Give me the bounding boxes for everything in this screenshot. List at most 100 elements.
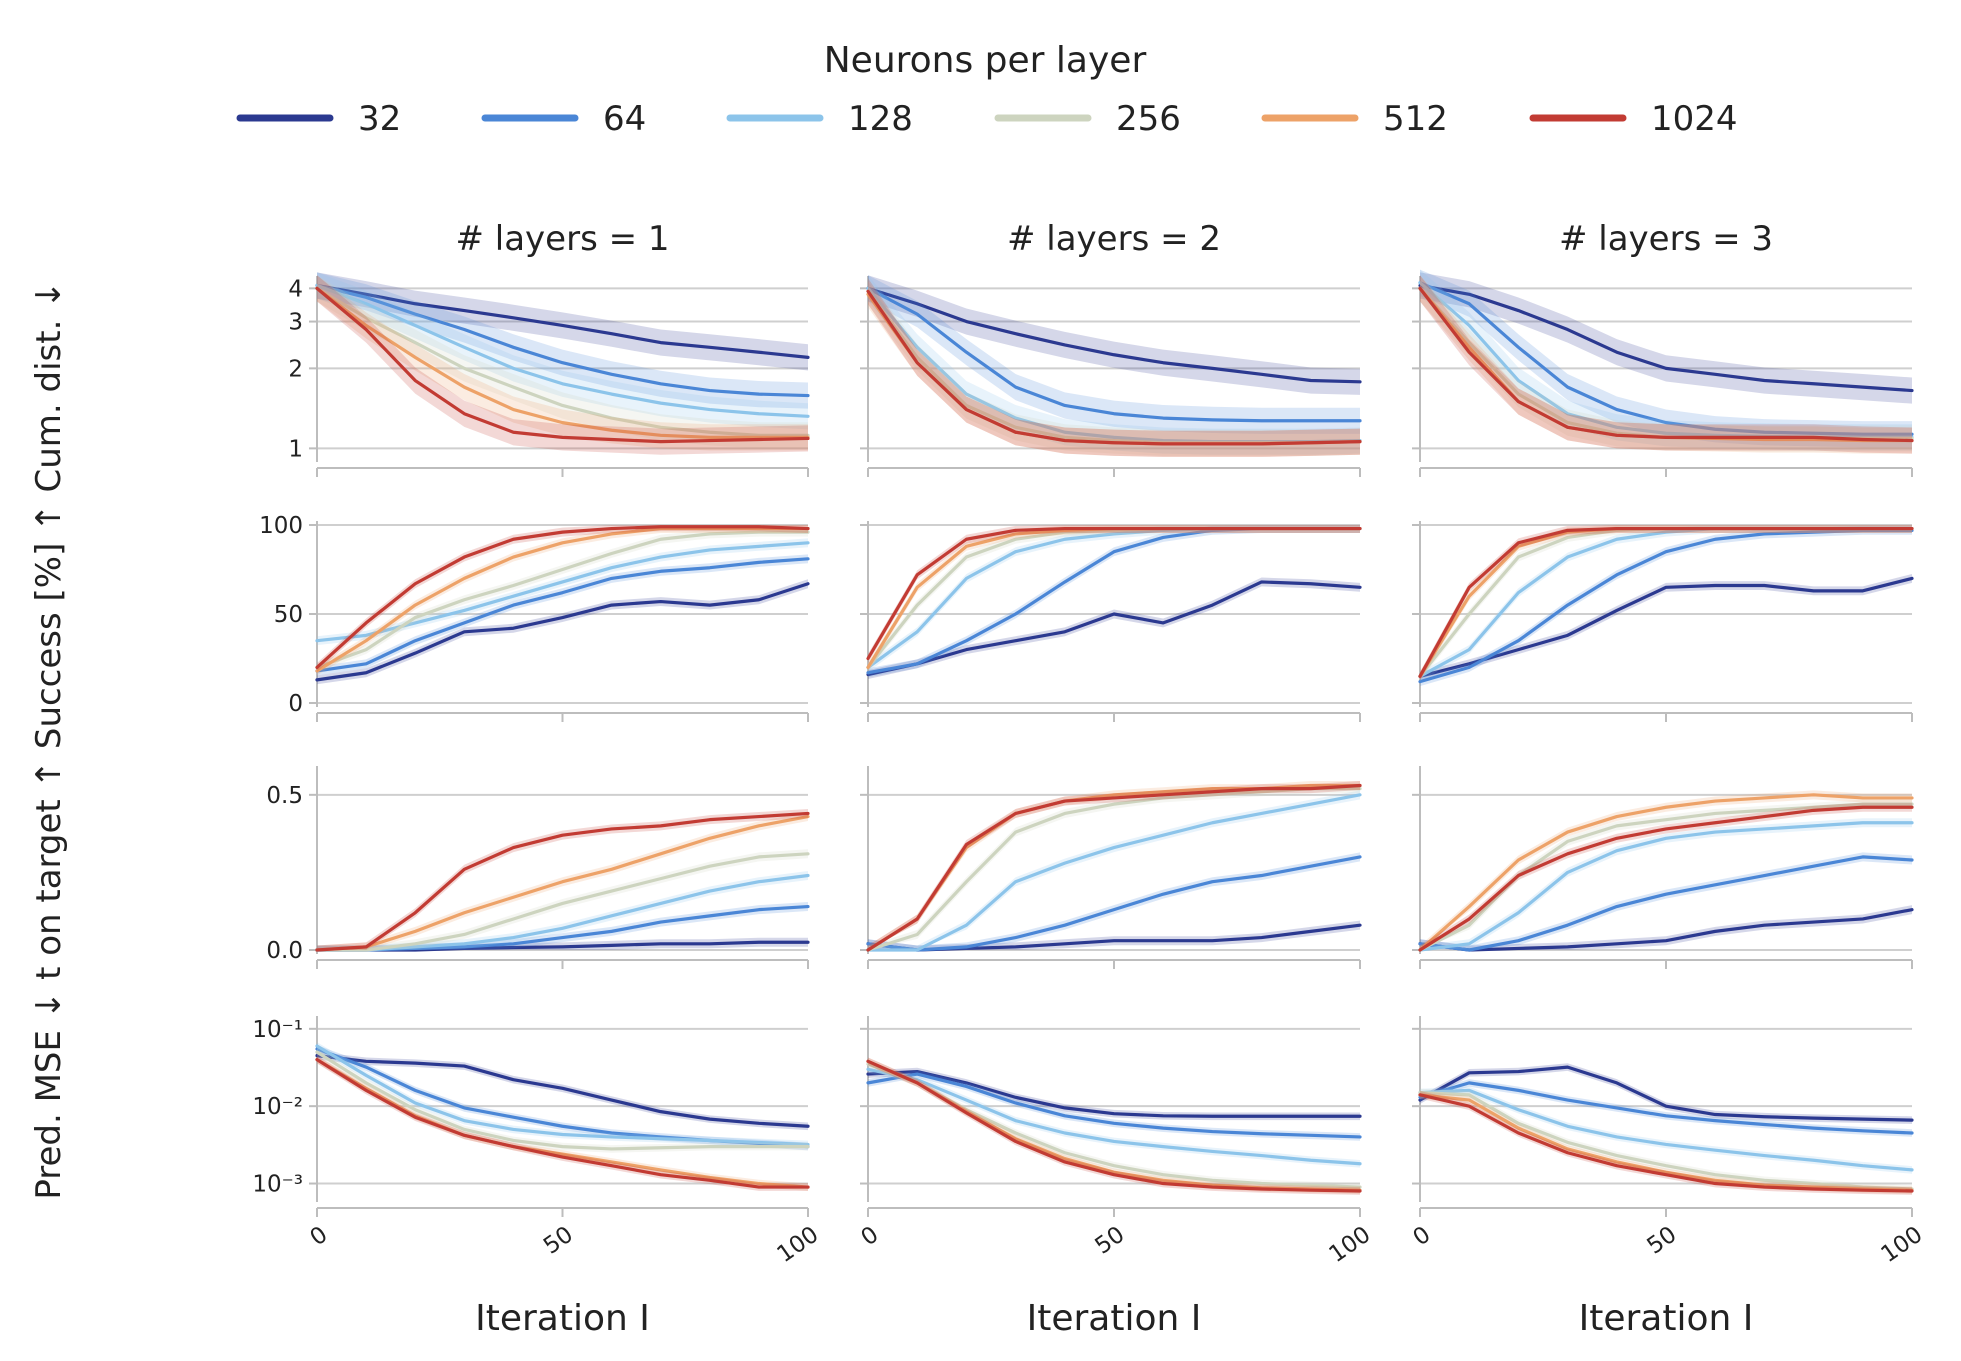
band-32 <box>868 577 1360 679</box>
series-line-128 <box>1418 821 1914 952</box>
band-64 <box>868 1070 1360 1141</box>
panel-r3-c3 <box>1412 766 1914 969</box>
x-tick-label: 50 <box>1091 1222 1130 1260</box>
panel-r2-c2 <box>860 521 1362 722</box>
legend-label-512: 512 <box>1383 99 1448 139</box>
y-tick-label: 2 <box>288 356 303 382</box>
series-line-1024 <box>866 783 1362 952</box>
series-line-128 <box>315 283 810 418</box>
series-line-256 <box>315 852 810 952</box>
legend-label-64: 64 <box>603 99 646 139</box>
panel-r2-c1: 0 50 100 <box>259 513 810 722</box>
series-line-64 <box>866 1072 1362 1139</box>
series-line-128 <box>866 1067 1362 1166</box>
band-32 <box>868 275 1360 395</box>
band-512 <box>1420 275 1912 454</box>
band-1024 <box>317 275 808 455</box>
band-512 <box>868 281 1360 457</box>
series-line-1024 <box>1418 805 1914 952</box>
x-tick-label: 50 <box>539 1222 578 1260</box>
series-line-1024 <box>866 526 1362 661</box>
band-64 <box>317 272 808 409</box>
y-tick-label: 0 <box>288 691 303 717</box>
panel-r1-c1: 1 2 3 4 <box>288 272 810 477</box>
series-line-128 <box>1418 1088 1914 1172</box>
series-line-512 <box>315 814 810 952</box>
series-line-512 <box>315 526 810 673</box>
series-line-1024 <box>315 811 810 952</box>
y-tick-label: 3 <box>288 310 303 336</box>
series-line-64 <box>1418 528 1914 684</box>
column-title-2: # layers = 2 <box>1007 219 1221 259</box>
series-line-1024 <box>315 1057 810 1189</box>
series-line-128 <box>315 1044 810 1147</box>
band-1024 <box>317 808 808 950</box>
legend-label-1024: 1024 <box>1651 99 1738 139</box>
series-line-32 <box>866 286 1362 384</box>
series-line-64 <box>1418 855 1914 952</box>
series-line-64 <box>866 286 1362 423</box>
band-64 <box>1420 269 1912 448</box>
band-32 <box>317 579 808 685</box>
series-line-32 <box>866 1069 1362 1118</box>
band-256 <box>868 278 1360 456</box>
series-line-64 <box>315 283 810 398</box>
legend-entry-32: 32 <box>236 99 401 139</box>
series-line-256 <box>866 787 1362 952</box>
band-256 <box>317 849 808 950</box>
band-1024 <box>868 525 1360 663</box>
series-line-256 <box>315 1050 810 1151</box>
panel-r4-c1: 10⁻³ 10⁻² 10⁻¹ <box>252 1016 810 1217</box>
legend-entry-64: 64 <box>481 99 646 139</box>
series-line-32 <box>1418 283 1914 393</box>
y-tick-label: 4 <box>288 276 303 302</box>
y-tick-label: 10⁻¹ <box>252 1017 303 1043</box>
x-tick-label: 100 <box>1325 1222 1376 1268</box>
band-1024 <box>868 278 1360 457</box>
x-axis-label-3: Iteration I <box>1579 1298 1754 1339</box>
column-title-3: # layers = 3 <box>1559 219 1773 259</box>
y-tick-label: 10⁻³ <box>252 1172 303 1198</box>
band-256 <box>317 275 808 449</box>
band-64 <box>317 902 808 950</box>
series-line-32 <box>315 283 810 359</box>
series-line-256 <box>315 286 810 437</box>
series-line-1024 <box>1418 286 1914 443</box>
band-64 <box>868 275 1360 434</box>
legend-label-256: 256 <box>1116 99 1181 139</box>
band-128 <box>1420 269 1912 451</box>
y-tick-label: 1 <box>288 436 303 462</box>
panel-r2-c3 <box>1412 521 1914 722</box>
legend-entry-128: 128 <box>726 99 913 139</box>
series-line-256 <box>1418 1090 1914 1191</box>
y-tick-label: 50 <box>274 602 303 628</box>
band-1024 <box>1420 275 1912 454</box>
series-line-32 <box>1418 1065 1914 1122</box>
band-128 <box>317 871 808 950</box>
y-tick-label: 100 <box>259 513 303 539</box>
band-128 <box>317 538 808 646</box>
series-line-64 <box>866 855 1362 952</box>
series-line-256 <box>315 530 810 670</box>
band-64 <box>868 525 1360 678</box>
band-32 <box>1420 272 1912 404</box>
series-line-32 <box>315 1054 810 1128</box>
band-64 <box>868 852 1360 950</box>
band-64 <box>1420 1079 1912 1137</box>
column-title-1: # layers = 1 <box>455 219 669 259</box>
panel-r4-c3 <box>1412 1016 1914 1217</box>
x-tick-label: 0 <box>306 1222 333 1252</box>
x-tick-label: 0 <box>857 1222 884 1252</box>
panel-r3-c1: 0.0 0.5 <box>266 766 810 969</box>
legend-label-128: 128 <box>848 99 913 139</box>
series-line-128 <box>866 793 1362 952</box>
series-line-64 <box>1418 281 1914 436</box>
band-64 <box>317 1045 808 1151</box>
series-line-512 <box>1418 1093 1914 1192</box>
panel-r3-c2 <box>860 766 1362 969</box>
band-128 <box>868 790 1360 950</box>
x-axis-label-2: Iteration I <box>1027 1298 1202 1339</box>
series-line-64 <box>866 526 1362 675</box>
band-128 <box>868 1065 1360 1168</box>
series-line-1024 <box>866 289 1362 446</box>
